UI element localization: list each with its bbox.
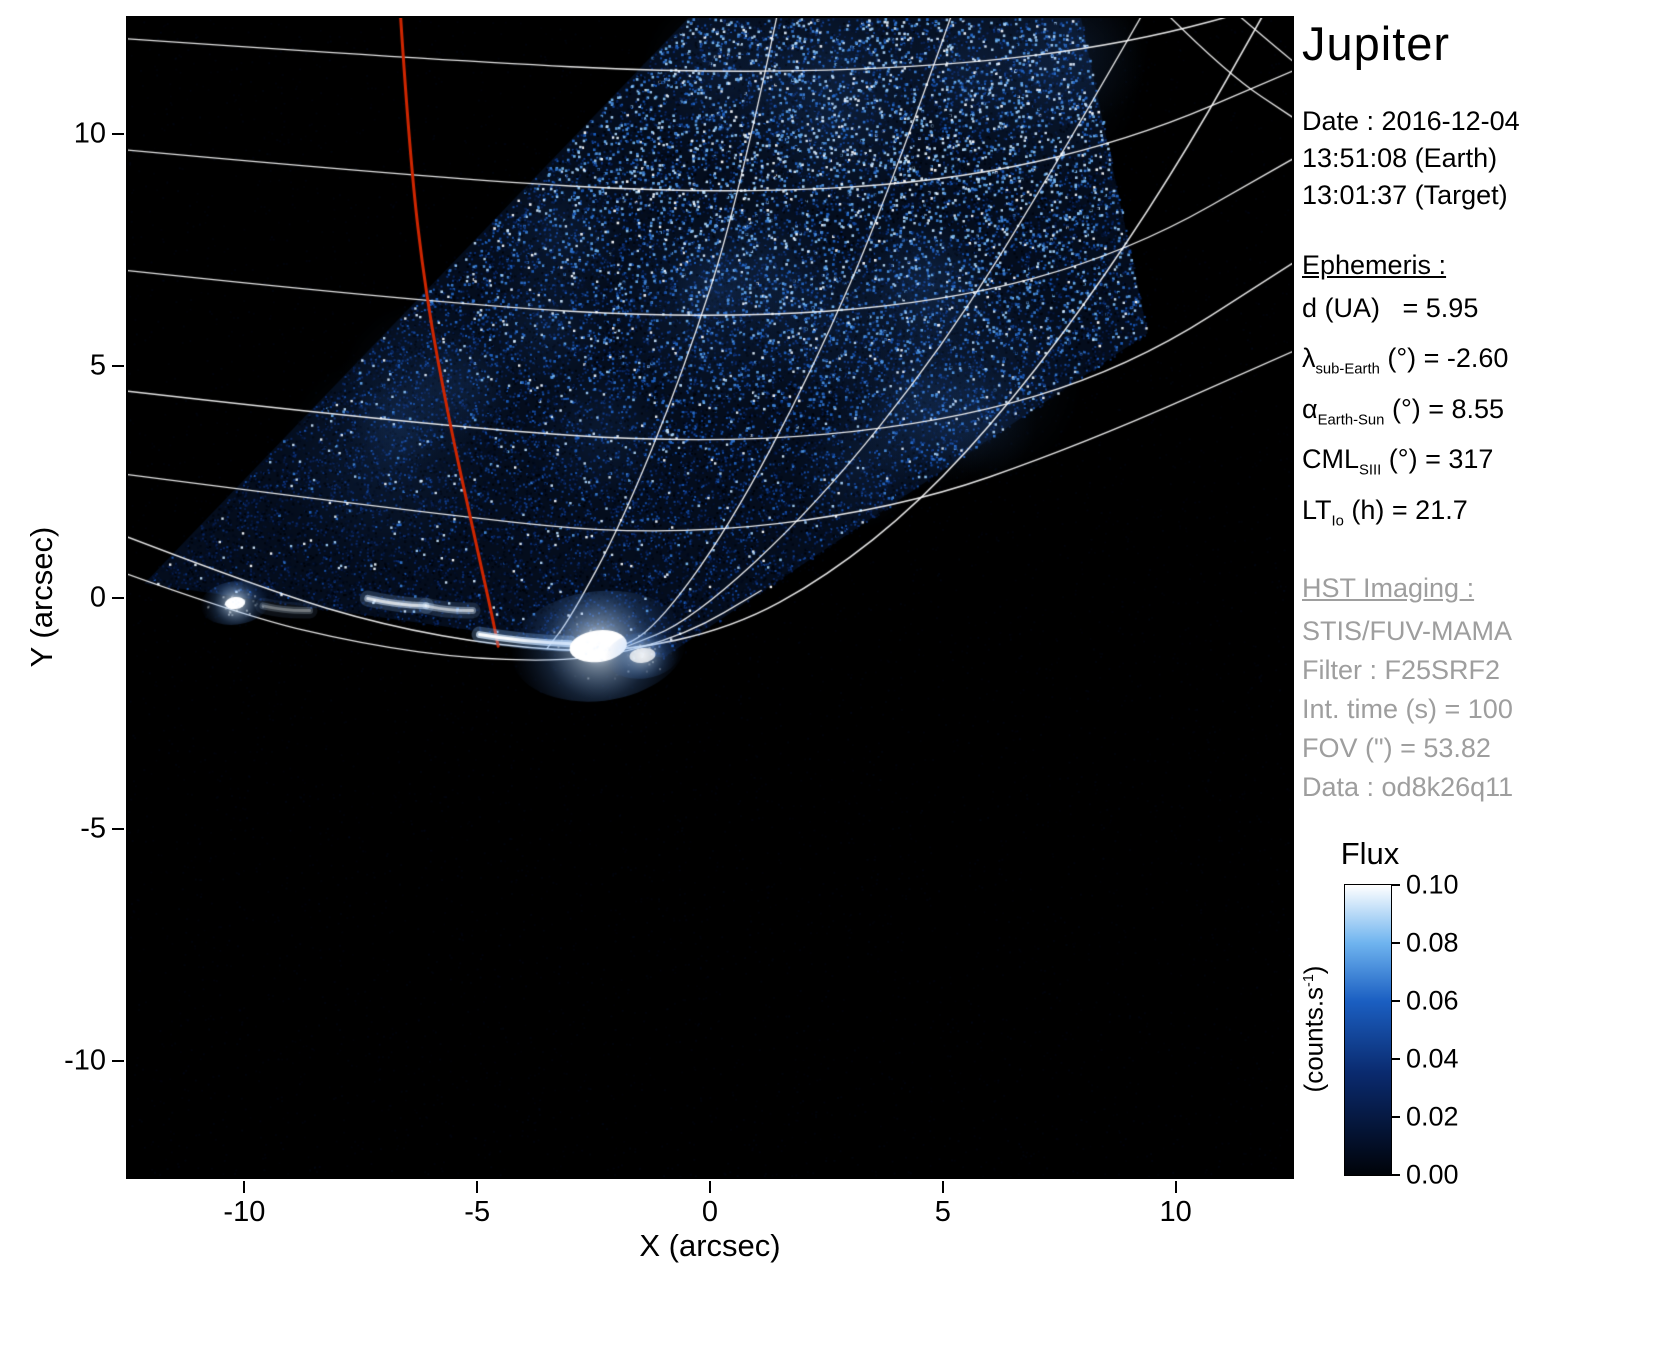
y-tick-label: 10 — [26, 117, 106, 150]
eph-value: (°) = 8.55 — [1384, 394, 1504, 424]
y-tick-mark — [112, 365, 124, 367]
hst-instrument-line: STIS/FUV-MAMA — [1302, 612, 1674, 651]
y-tick-label: -5 — [26, 813, 106, 846]
colorbar-tick-mark — [1392, 1058, 1400, 1060]
hst-fov-line: FOV (") = 53.82 — [1302, 729, 1674, 768]
eph-subscript: Io — [1332, 513, 1344, 529]
colorbar — [1344, 884, 1392, 1176]
hst-int-time-line: Int. time (s) = 100 — [1302, 690, 1674, 729]
ephemeris-line-io-localtime: LTIo (h) = 21.7 — [1302, 491, 1674, 541]
ephemeris-line-subearth-lat: λsub-Earth (°) = -2.60 — [1302, 339, 1674, 389]
eph-value: = 5.95 — [1380, 293, 1478, 323]
colorbar-tick-mark — [1392, 1116, 1400, 1118]
y-tick-mark — [112, 597, 124, 599]
ephemeris-heading: Ephemeris : — [1302, 250, 1674, 281]
x-tick-label: 0 — [702, 1196, 718, 1229]
y-tick-mark — [112, 1060, 124, 1062]
colorbar-tick-label: 0.04 — [1406, 1044, 1459, 1075]
y-tick-label: 5 — [26, 349, 106, 382]
time-earth-line: 13:51:08 (Earth) — [1302, 140, 1674, 177]
eph-subscript: SIII — [1359, 463, 1381, 479]
eph-symbol: λ — [1302, 343, 1316, 373]
y-tick-label: 0 — [26, 581, 106, 614]
x-tick-label: -5 — [464, 1196, 490, 1229]
x-tick-mark — [476, 1181, 478, 1193]
x-axis-label: X (arcsec) — [639, 1228, 780, 1264]
y-tick-mark — [112, 133, 124, 135]
ephemeris-line-cml: CMLSIII (°) = 317 — [1302, 440, 1674, 490]
object-title: Jupiter — [1302, 16, 1674, 71]
info-panel: Jupiter Date : 2016-12-04 13:51:08 (Eart… — [1302, 0, 1674, 807]
hst-filter-line: Filter : F25SRF2 — [1302, 651, 1674, 690]
hst-data-id-line: Data : od8k26q11 — [1302, 768, 1674, 807]
plot-area — [126, 16, 1294, 1179]
eph-value: (°) = 317 — [1381, 444, 1493, 474]
ephemeris-line-distance: d (UA) = 5.95 — [1302, 289, 1674, 339]
unit-text: (counts.s — [1299, 987, 1329, 1093]
colorbar-tick-label: 0.10 — [1406, 870, 1459, 901]
colorbar-tick-mark — [1392, 1000, 1400, 1002]
colorbar-tick-label: 0.08 — [1406, 928, 1459, 959]
ephemeris-line-phase-angle: αEarth-Sun (°) = 8.55 — [1302, 390, 1674, 440]
sky-image-canvas — [128, 18, 1292, 1177]
colorbar-unit-label: (counts.s-1) — [1299, 966, 1330, 1093]
eph-symbol: LT — [1302, 495, 1332, 525]
eph-value: (h) = 21.7 — [1344, 495, 1468, 525]
eph-subscript: Earth-Sun — [1318, 412, 1385, 428]
y-tick-mark — [112, 828, 124, 830]
eph-subscript: sub-Earth — [1316, 362, 1380, 378]
colorbar-tick-mark — [1392, 1174, 1400, 1176]
eph-value: (°) = -2.60 — [1380, 343, 1509, 373]
colorbar-tick-mark — [1392, 942, 1400, 944]
colorbar-tick-label: 0.02 — [1406, 1102, 1459, 1133]
x-tick-mark — [1175, 1181, 1177, 1193]
hst-imaging-heading: HST Imaging : — [1302, 573, 1674, 604]
x-tick-mark — [709, 1181, 711, 1193]
hst-imaging-block: HST Imaging : STIS/FUV-MAMA Filter : F25… — [1302, 573, 1674, 807]
x-tick-label: 10 — [1159, 1196, 1191, 1229]
colorbar-tick-label: 0.00 — [1406, 1160, 1459, 1191]
date-line: Date : 2016-12-04 — [1302, 103, 1674, 140]
figure-root: X (arcsec) Y (arcsec) Jupiter Date : 201… — [0, 0, 1677, 1367]
colorbar-tick-mark — [1392, 884, 1400, 886]
eph-symbol: α — [1302, 394, 1318, 424]
eph-symbol: d (UA) — [1302, 293, 1380, 323]
x-tick-mark — [243, 1181, 245, 1193]
date-block: Date : 2016-12-04 13:51:08 (Earth) 13:01… — [1302, 103, 1674, 214]
eph-symbol: CML — [1302, 444, 1359, 474]
unit-text: ) — [1299, 966, 1329, 975]
x-tick-label: -10 — [223, 1196, 265, 1229]
time-target-line: 13:01:37 (Target) — [1302, 177, 1674, 214]
x-tick-label: 5 — [935, 1196, 951, 1229]
colorbar-title: Flux — [1341, 836, 1400, 872]
unit-exponent: -1 — [1301, 974, 1317, 987]
x-tick-mark — [942, 1181, 944, 1193]
y-tick-label: -10 — [26, 1045, 106, 1078]
colorbar-tick-label: 0.06 — [1406, 986, 1459, 1017]
